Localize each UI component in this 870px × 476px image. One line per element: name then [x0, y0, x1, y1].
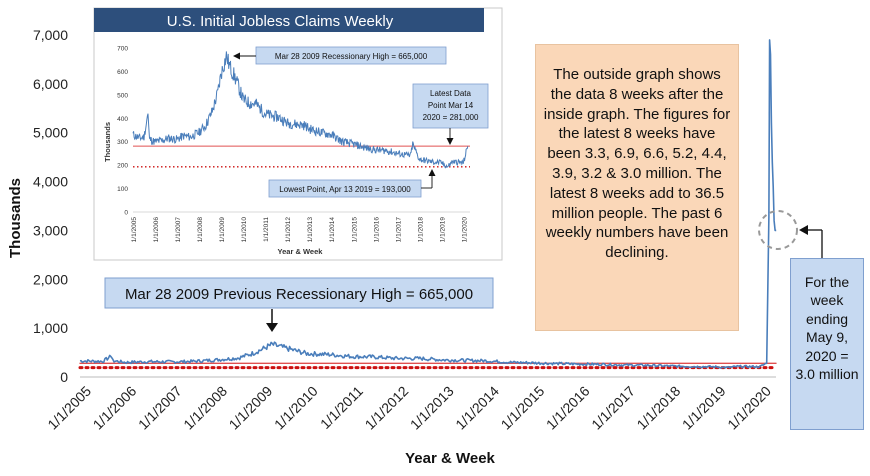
- inset-axes: 0 100 200 300 400 500 600 700 1/1/2005 1/1/2006 1/…: [117, 46, 470, 243]
- inset-x-tick-label: 1/1/2008: [197, 217, 204, 243]
- inset-x-tick-label: 1/1/2005: [131, 217, 138, 243]
- main-x-tick-label: 1/1/2017: [588, 383, 638, 433]
- inset-y-tick-label: 700: [117, 46, 128, 53]
- main-y-tick-label: 1,000: [33, 320, 68, 336]
- inset-x-tick-label: 1/1/2010: [241, 217, 248, 243]
- main-series-line: [79, 39, 777, 369]
- inset-high-callout-text: Mar 28 2009 Recessionary High = 665,000: [275, 52, 428, 61]
- main-series: [79, 39, 777, 369]
- inset-x-tick-label: 1/1/2020: [461, 217, 468, 243]
- main-y-tick-label: 6,000: [33, 76, 68, 92]
- main-x-tick-label: 1/1/2012: [362, 383, 412, 433]
- explanation-note: The outside graph shows the data 8 weeks…: [535, 44, 739, 331]
- main-y-tick-label: 7,000: [33, 27, 68, 43]
- main-x-tick-label: 1/1/2006: [90, 383, 140, 433]
- week-ending-note: For the week ending May 9, 2020 = 3.0 mi…: [790, 258, 864, 430]
- main-y-tick-label: 4,000: [33, 174, 68, 190]
- week-ending-arrow: [799, 225, 823, 258]
- main-x-tick-label: 1/1/2011: [317, 383, 366, 432]
- main-y-tick-label: 0: [60, 369, 68, 385]
- inset-y-tick-label: 100: [117, 186, 128, 193]
- inset-x-axis-title: Year & Week: [278, 247, 324, 256]
- inset-y-tick-label: 600: [117, 69, 128, 76]
- main-x-tick-label: 1/1/2020: [724, 383, 774, 433]
- main-y-tick-label: 5,000: [33, 125, 68, 141]
- main-y-tick-label: 2,000: [33, 271, 68, 287]
- inset-latest-callout: Latest Data Point Mar 14 2020 = 281,000: [412, 83, 489, 145]
- inset-x-tick-label: 1/1/2015: [351, 217, 358, 243]
- inset-high-callout: Mar 28 2009 Recessionary High = 665,000: [233, 46, 447, 65]
- main-x-tick-label: 1/1/2013: [407, 383, 457, 433]
- main-y-tick-label: 3,000: [33, 222, 68, 238]
- inset-low-callout: Lowest Point, Apr 13 2019 = 193,000: [268, 169, 436, 198]
- main-x-tick-label: 1/1/2005: [44, 383, 94, 433]
- inset-x-tick-label: 1/1/2007: [175, 217, 182, 243]
- main-x-tick-label: 1/1/2010: [271, 383, 321, 433]
- main-x-tick-label: 1/1/2007: [135, 383, 185, 433]
- inset-y-tick-label: 0: [124, 210, 128, 217]
- inset-x-tick-label: 1/1/2012: [285, 217, 292, 243]
- main-x-axis-title: Year & Week: [405, 450, 495, 467]
- inset-latest-callout-line2: Point Mar 14: [428, 101, 474, 110]
- inset-x-tick-label: 1/1/2017: [395, 217, 402, 243]
- inset-x-tick-label: 1/1/2013: [307, 217, 314, 243]
- main-x-tick-label: 1/1/2009: [226, 383, 276, 433]
- inset-title: U.S. Initial Jobless Claims Weekly: [167, 13, 394, 30]
- main-x-tick-label: 1/1/2019: [679, 383, 729, 433]
- inset-low-callout-text: Lowest Point, Apr 13 2019 = 193,000: [279, 185, 411, 194]
- inset-title-bar: [94, 8, 484, 32]
- inset-y-axis-title: Thousands: [103, 122, 112, 162]
- inset-y-tick-label: 200: [117, 163, 128, 170]
- recession-high-callout: Mar 28 2009 Previous Recessionary High =…: [104, 277, 494, 332]
- inset-x-tick-label: 1/1/2019: [439, 217, 446, 243]
- inset-x-tick-label: 1/1/2006: [153, 217, 160, 243]
- inset-series: [132, 51, 469, 169]
- inset-y-tick-label: 500: [117, 92, 128, 99]
- recession-high-callout-text: Mar 28 2009 Previous Recessionary High =…: [125, 286, 473, 303]
- main-reference-lines: [78, 362, 778, 370]
- highlight-circle: [758, 210, 798, 250]
- inset-x-tick-label: 1/1/2018: [417, 217, 424, 243]
- main-x-tick-label: 1/1/2018: [633, 383, 683, 433]
- inset-latest-callout-line3: 2020 = 281,000: [423, 113, 479, 122]
- inset-chart: U.S. Initial Jobless Claims Weekly 0 100 2…: [93, 7, 503, 261]
- inset-y-tick-label: 400: [117, 116, 128, 123]
- main-x-tick-label: 1/1/2016: [543, 383, 593, 433]
- inset-x-tick-label: 1/1/2014: [329, 217, 336, 243]
- main-x-tick-label: 1/1/2015: [498, 383, 548, 433]
- inset-x-tick-label: 1/1/2011: [263, 217, 270, 242]
- inset-x-tick-label: 1/1/2009: [219, 217, 226, 243]
- inset-x-tick-label: 1/1/2016: [373, 217, 380, 243]
- inset-series-line: [132, 51, 469, 169]
- main-y-axis-title: Thousands: [7, 178, 24, 258]
- main-x-tick-label: 1/1/2008: [180, 383, 230, 433]
- inset-y-tick-label: 300: [117, 139, 128, 146]
- inset-latest-callout-line1: Latest Data: [430, 89, 471, 98]
- main-x-tick-label: 1/1/2014: [452, 383, 502, 433]
